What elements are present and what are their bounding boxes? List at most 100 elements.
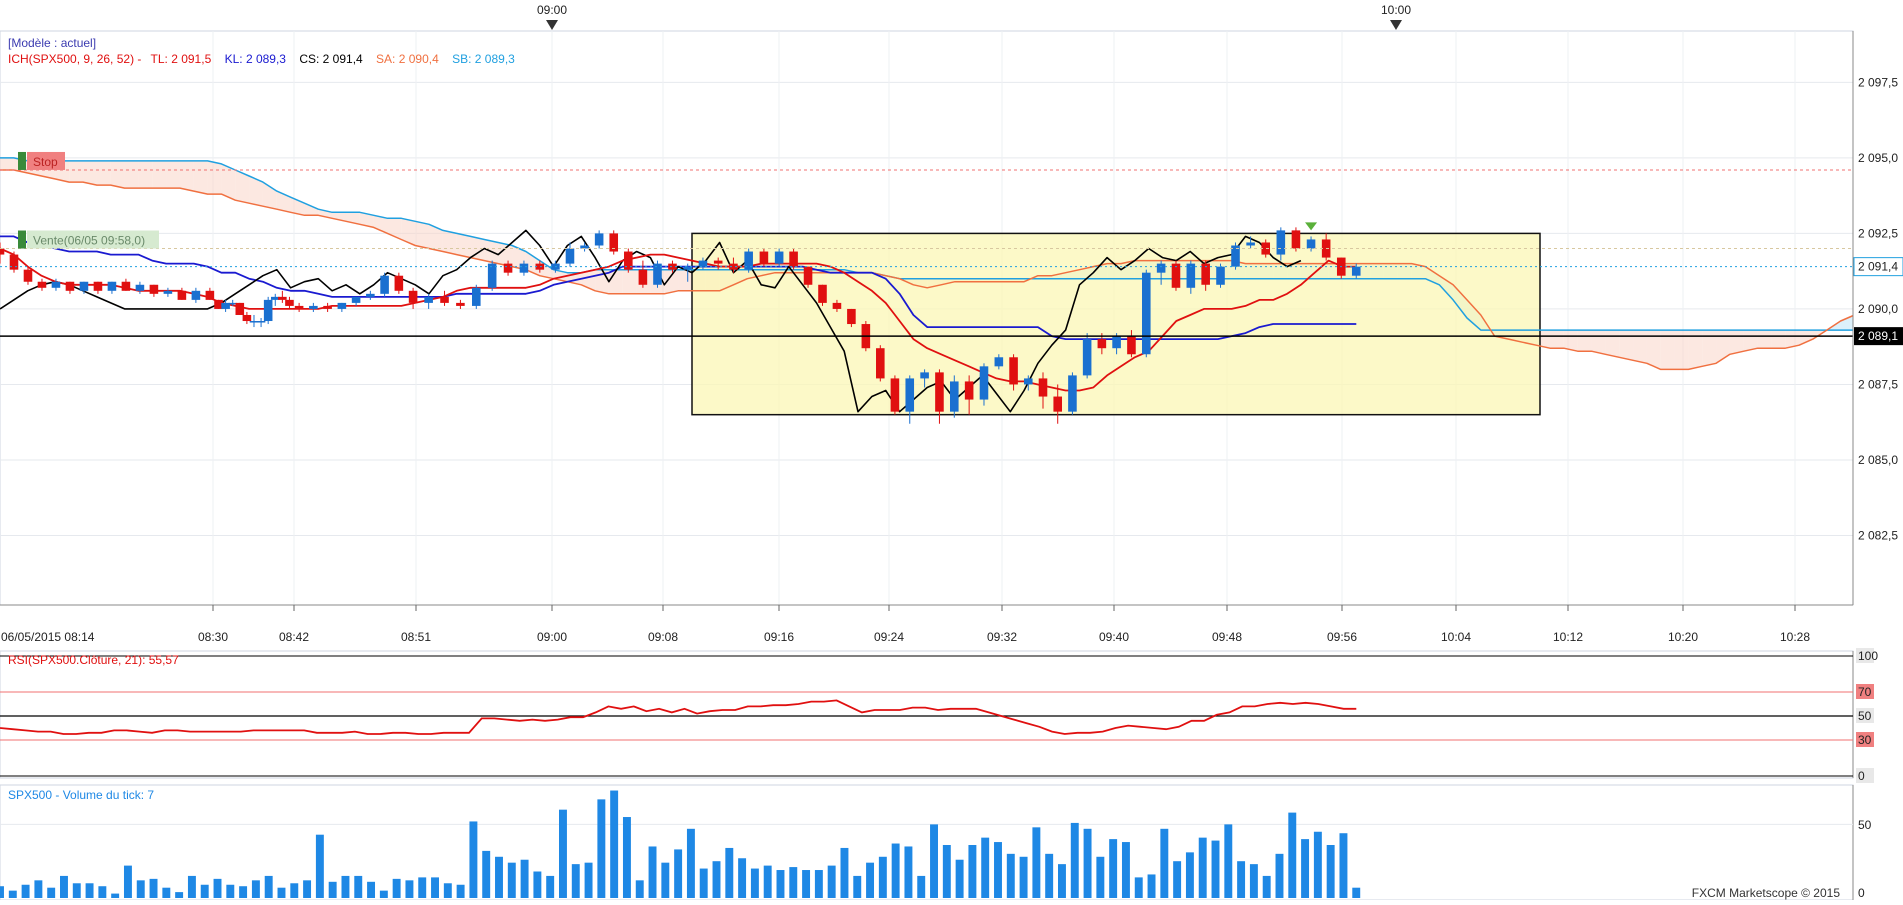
volume-bar — [175, 892, 184, 898]
senkou-span-a-line — [0, 169, 1897, 371]
volume-bar — [277, 887, 286, 898]
volume-bar — [469, 821, 478, 898]
volume-bar — [674, 849, 683, 898]
candle-body — [1053, 396, 1063, 412]
candle-body — [309, 305, 318, 309]
volume-bar — [47, 887, 56, 898]
candle-body — [394, 275, 404, 291]
candle-body — [683, 266, 692, 270]
candle-body — [729, 263, 738, 270]
volume-bar — [1121, 842, 1130, 898]
time-marker-icon — [1390, 20, 1402, 30]
sb-value: SB: 2 089,3 — [452, 52, 515, 66]
candle-body — [472, 287, 481, 306]
volume-bar — [942, 845, 951, 898]
kumo-cloud-segment — [664, 269, 679, 294]
candle-body — [323, 305, 332, 309]
volume-bar — [1083, 828, 1092, 898]
top-time-label-1000: 10:00 — [1381, 3, 1411, 17]
candle-body — [0, 248, 5, 255]
volume-bar — [571, 864, 580, 898]
volume-tick-50: 50 — [1858, 818, 1872, 832]
volume-bar — [584, 862, 593, 898]
candle-body — [228, 302, 237, 305]
candle-body — [759, 251, 769, 264]
price-tick-label: 2 095,0 — [1858, 151, 1898, 165]
candle-body — [121, 281, 131, 291]
range-box — [691, 232, 1541, 416]
x-tick-label: 09:24 — [874, 630, 904, 644]
candle-body — [205, 290, 215, 300]
candle-body — [565, 248, 575, 264]
candle-body — [149, 284, 159, 294]
sa-value: SA: 2 090,4 — [376, 52, 439, 66]
volume-bar — [72, 883, 81, 898]
price-tick-label: 2 097,5 — [1858, 75, 1898, 89]
kumo-cloud-segment — [429, 224, 443, 252]
volume-bar — [1313, 831, 1322, 898]
volume-bar — [495, 856, 503, 898]
candle-body — [278, 296, 287, 300]
candle-body — [1038, 378, 1048, 397]
senkou-span-b-line — [0, 157, 1896, 331]
rsi-level-tag — [1856, 768, 1874, 783]
volume-bar — [853, 875, 862, 898]
candle-body — [65, 281, 75, 291]
candle-body — [235, 302, 245, 315]
volume-bar — [981, 837, 990, 898]
sell-label: Vente(06/05 09:58,0) — [33, 234, 145, 248]
x-tick-label: 10:28 — [1780, 630, 1810, 644]
kumo-cloud-segment — [0, 157, 14, 170]
candle-body — [1186, 263, 1196, 288]
candle-body — [177, 290, 187, 300]
volume-bar — [1006, 853, 1015, 898]
kumo-cloud-segment — [1605, 330, 1620, 358]
cs-value: CS: 2 091,4 — [299, 52, 363, 66]
last-price-value: 2 091,4 — [1858, 260, 1898, 274]
volume-bar — [98, 886, 107, 898]
volume-bar — [520, 859, 529, 898]
candle-body — [1023, 378, 1033, 385]
volume-bar — [1109, 839, 1118, 898]
x-tick-label: 08:30 — [198, 630, 228, 644]
kumo-cloud-segment — [1591, 330, 1606, 355]
candle-body — [487, 263, 497, 288]
volume-bar — [866, 862, 875, 898]
volume-bar — [136, 880, 145, 898]
candle-body — [1112, 336, 1121, 349]
rsi-label: RSI(SPX500.Clôture, 21): 55,57 — [8, 653, 179, 667]
volume-bar — [661, 862, 670, 898]
kumo-cloud-segment — [1785, 330, 1800, 349]
volume-bar — [226, 884, 235, 898]
kumo-cloud-segment — [221, 163, 236, 201]
volume-bar — [1326, 845, 1335, 898]
rsi-level-tag — [1856, 708, 1874, 723]
candle-body — [503, 263, 513, 273]
candle-body — [263, 299, 273, 322]
volume-bar — [1198, 837, 1207, 898]
rsi-level-label: 30 — [1858, 733, 1872, 747]
rsi-panel — [0, 650, 1854, 779]
kumo-cloud-segment — [83, 160, 97, 186]
x-tick-label: 09:48 — [1212, 630, 1242, 644]
volume-bar — [85, 883, 94, 898]
volume-bar — [405, 880, 414, 898]
volume-bar — [200, 884, 209, 898]
volume-bar — [213, 878, 222, 898]
candle-body — [1246, 242, 1255, 246]
volume-bar — [1019, 856, 1028, 898]
kumo-cloud-segment — [1840, 314, 1855, 331]
kumo-cloud-segment — [1757, 330, 1772, 349]
volume-bar — [187, 875, 196, 898]
candle-body — [1291, 230, 1301, 249]
candle-body — [9, 254, 19, 270]
volume-bar — [891, 843, 900, 898]
candle-body — [337, 302, 347, 309]
volume-bar — [994, 842, 1002, 898]
candle-body — [366, 293, 375, 297]
tl-value: TL: 2 091,5 — [151, 52, 212, 66]
volume-bar — [1185, 852, 1194, 898]
candle-body — [294, 305, 304, 309]
sell-arrow-icon — [1305, 222, 1318, 231]
